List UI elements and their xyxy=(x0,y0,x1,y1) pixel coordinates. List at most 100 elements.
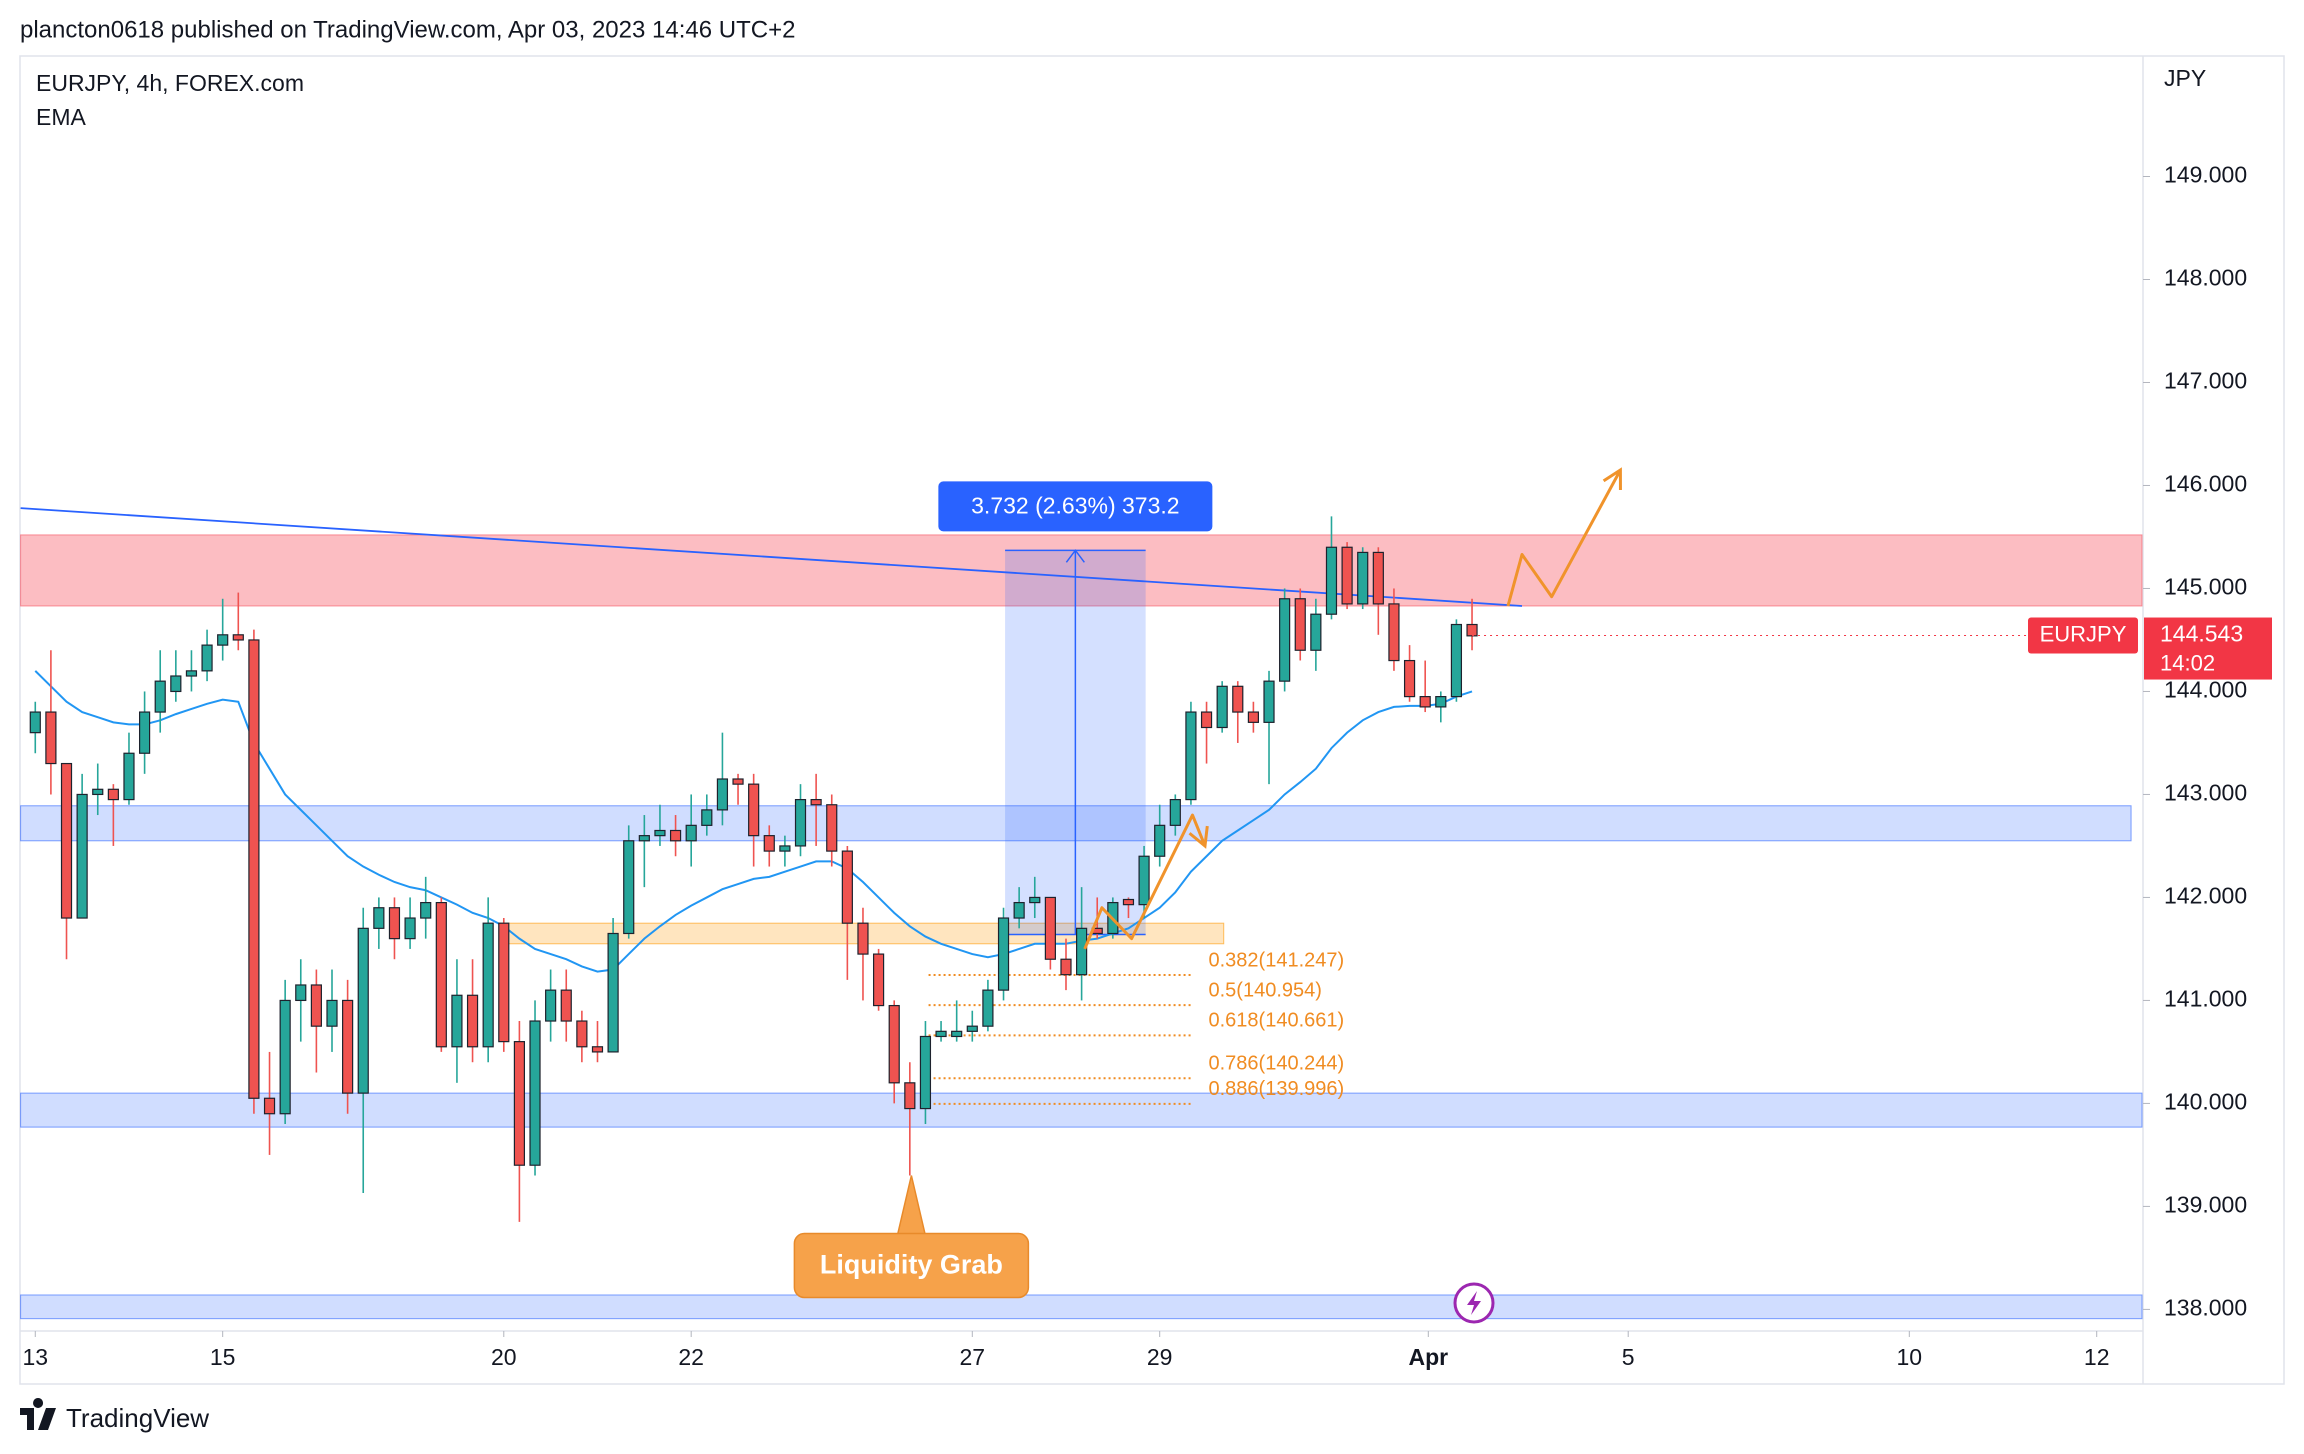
candle-body xyxy=(529,1020,541,1166)
fib-label: 0.618(140.661) xyxy=(1208,1010,1344,1032)
x-tick-label: 27 xyxy=(959,1344,985,1370)
candle-body xyxy=(1029,896,1041,904)
candle-body xyxy=(60,762,73,919)
candle-body xyxy=(1325,546,1338,615)
candle-body xyxy=(1216,685,1228,729)
candle-body xyxy=(997,917,1010,991)
candle-body xyxy=(763,835,775,852)
candle-body xyxy=(1044,896,1056,960)
ema-line xyxy=(34,670,1473,973)
candle-body xyxy=(685,824,697,842)
candle-body xyxy=(1013,901,1025,919)
symbol-tag xyxy=(2028,617,2138,654)
candle-body xyxy=(342,999,354,1094)
candle-body xyxy=(732,778,744,785)
candle-body xyxy=(29,711,41,734)
y-tick-label: 148.000 xyxy=(2164,265,2247,291)
candle-body xyxy=(872,953,885,1007)
zone xyxy=(20,1294,2143,1320)
candle-body xyxy=(263,1097,276,1115)
candle-body xyxy=(1076,927,1088,976)
candle-body xyxy=(45,711,57,765)
candle-body xyxy=(716,778,729,811)
tradingview-logo xyxy=(20,1398,56,1430)
candle-body xyxy=(248,639,260,1099)
candle-body xyxy=(138,711,151,754)
x-tick-label: 10 xyxy=(1897,1344,1923,1370)
candle-body xyxy=(185,670,198,677)
candle-body xyxy=(435,901,447,1048)
x-tick-label: 5 xyxy=(1622,1344,1635,1370)
y-tick-label: 141.000 xyxy=(2164,986,2247,1012)
candle-body xyxy=(482,922,494,1048)
candle-body xyxy=(1435,696,1447,708)
candle-body xyxy=(513,1041,526,1166)
candle-body xyxy=(279,999,291,1115)
candle-body xyxy=(357,927,369,1094)
candle-body xyxy=(1403,659,1416,698)
zone xyxy=(20,1092,2143,1128)
candle-body xyxy=(654,829,666,837)
candle-body xyxy=(794,798,807,847)
candle-body xyxy=(1357,551,1369,605)
chart-frame xyxy=(19,55,2285,1385)
alert-icon[interactable] xyxy=(1453,1282,1495,1324)
fib-label: 0.5(140.954) xyxy=(1208,979,1321,1001)
candle-body xyxy=(1450,623,1463,698)
candle-body xyxy=(170,675,182,693)
candle-body xyxy=(388,907,401,940)
candle-body xyxy=(92,788,104,796)
candle-body xyxy=(904,1082,916,1110)
candle-body xyxy=(154,680,166,713)
x-tick-label: 12 xyxy=(2084,1344,2110,1370)
measure-label: 3.732 (2.63%) 373.2 xyxy=(971,492,1179,518)
candle-body xyxy=(1232,685,1244,713)
logo-mark xyxy=(20,1398,56,1430)
currency-label: JPY xyxy=(2164,65,2206,91)
candle-body xyxy=(1185,711,1197,801)
candle-body xyxy=(701,809,713,826)
candle-body xyxy=(404,917,416,940)
price-tag xyxy=(2144,617,2272,680)
candle-body xyxy=(498,922,510,1043)
candle-body xyxy=(951,1030,963,1038)
candle-body xyxy=(779,845,791,852)
projection xyxy=(1506,469,1622,607)
candle-body xyxy=(966,1025,978,1032)
plot-layer: 3.732 (2.63%) 373.2 0.382(141.247) 0.5(140… xyxy=(20,162,2272,1370)
projection xyxy=(1083,813,1207,950)
candle-body xyxy=(1060,958,1072,976)
candle-body xyxy=(748,783,760,837)
candle-body xyxy=(982,989,994,1027)
projection-arrowhead xyxy=(1188,825,1209,849)
candle-body xyxy=(919,1035,932,1110)
candle-body xyxy=(857,922,869,955)
candle-body xyxy=(1310,613,1322,651)
callout-box xyxy=(793,1232,1030,1299)
footer-brand: TradingView xyxy=(66,1403,209,1433)
callout-label: Liquidity Grab xyxy=(820,1250,1003,1280)
x-tick-label: 22 xyxy=(678,1344,704,1370)
candle-body xyxy=(1200,711,1213,729)
candle-body xyxy=(888,1004,900,1084)
candle-body xyxy=(1419,696,1431,708)
x-tick-label: 20 xyxy=(491,1344,517,1370)
candle-body xyxy=(201,644,213,672)
y-tick-label: 146.000 xyxy=(2164,471,2247,497)
candle-body xyxy=(76,793,88,919)
candle-body xyxy=(1169,798,1181,826)
candle-body xyxy=(1372,551,1384,605)
x-tick-label: 13 xyxy=(22,1344,48,1370)
candle-body xyxy=(1247,711,1259,723)
candle-body xyxy=(1138,855,1150,906)
zone xyxy=(20,534,2143,607)
candle-body xyxy=(1388,603,1400,662)
indicator-title: EMA xyxy=(36,104,87,130)
y-tick-label: 142.000 xyxy=(2164,883,2247,909)
symbol-tag-label: EURJPY xyxy=(2040,621,2127,646)
y-tick-label: 138.000 xyxy=(2164,1294,2247,1320)
callout-pointer xyxy=(896,1175,927,1237)
candle-body xyxy=(466,994,479,1048)
candle-body xyxy=(607,932,619,1053)
